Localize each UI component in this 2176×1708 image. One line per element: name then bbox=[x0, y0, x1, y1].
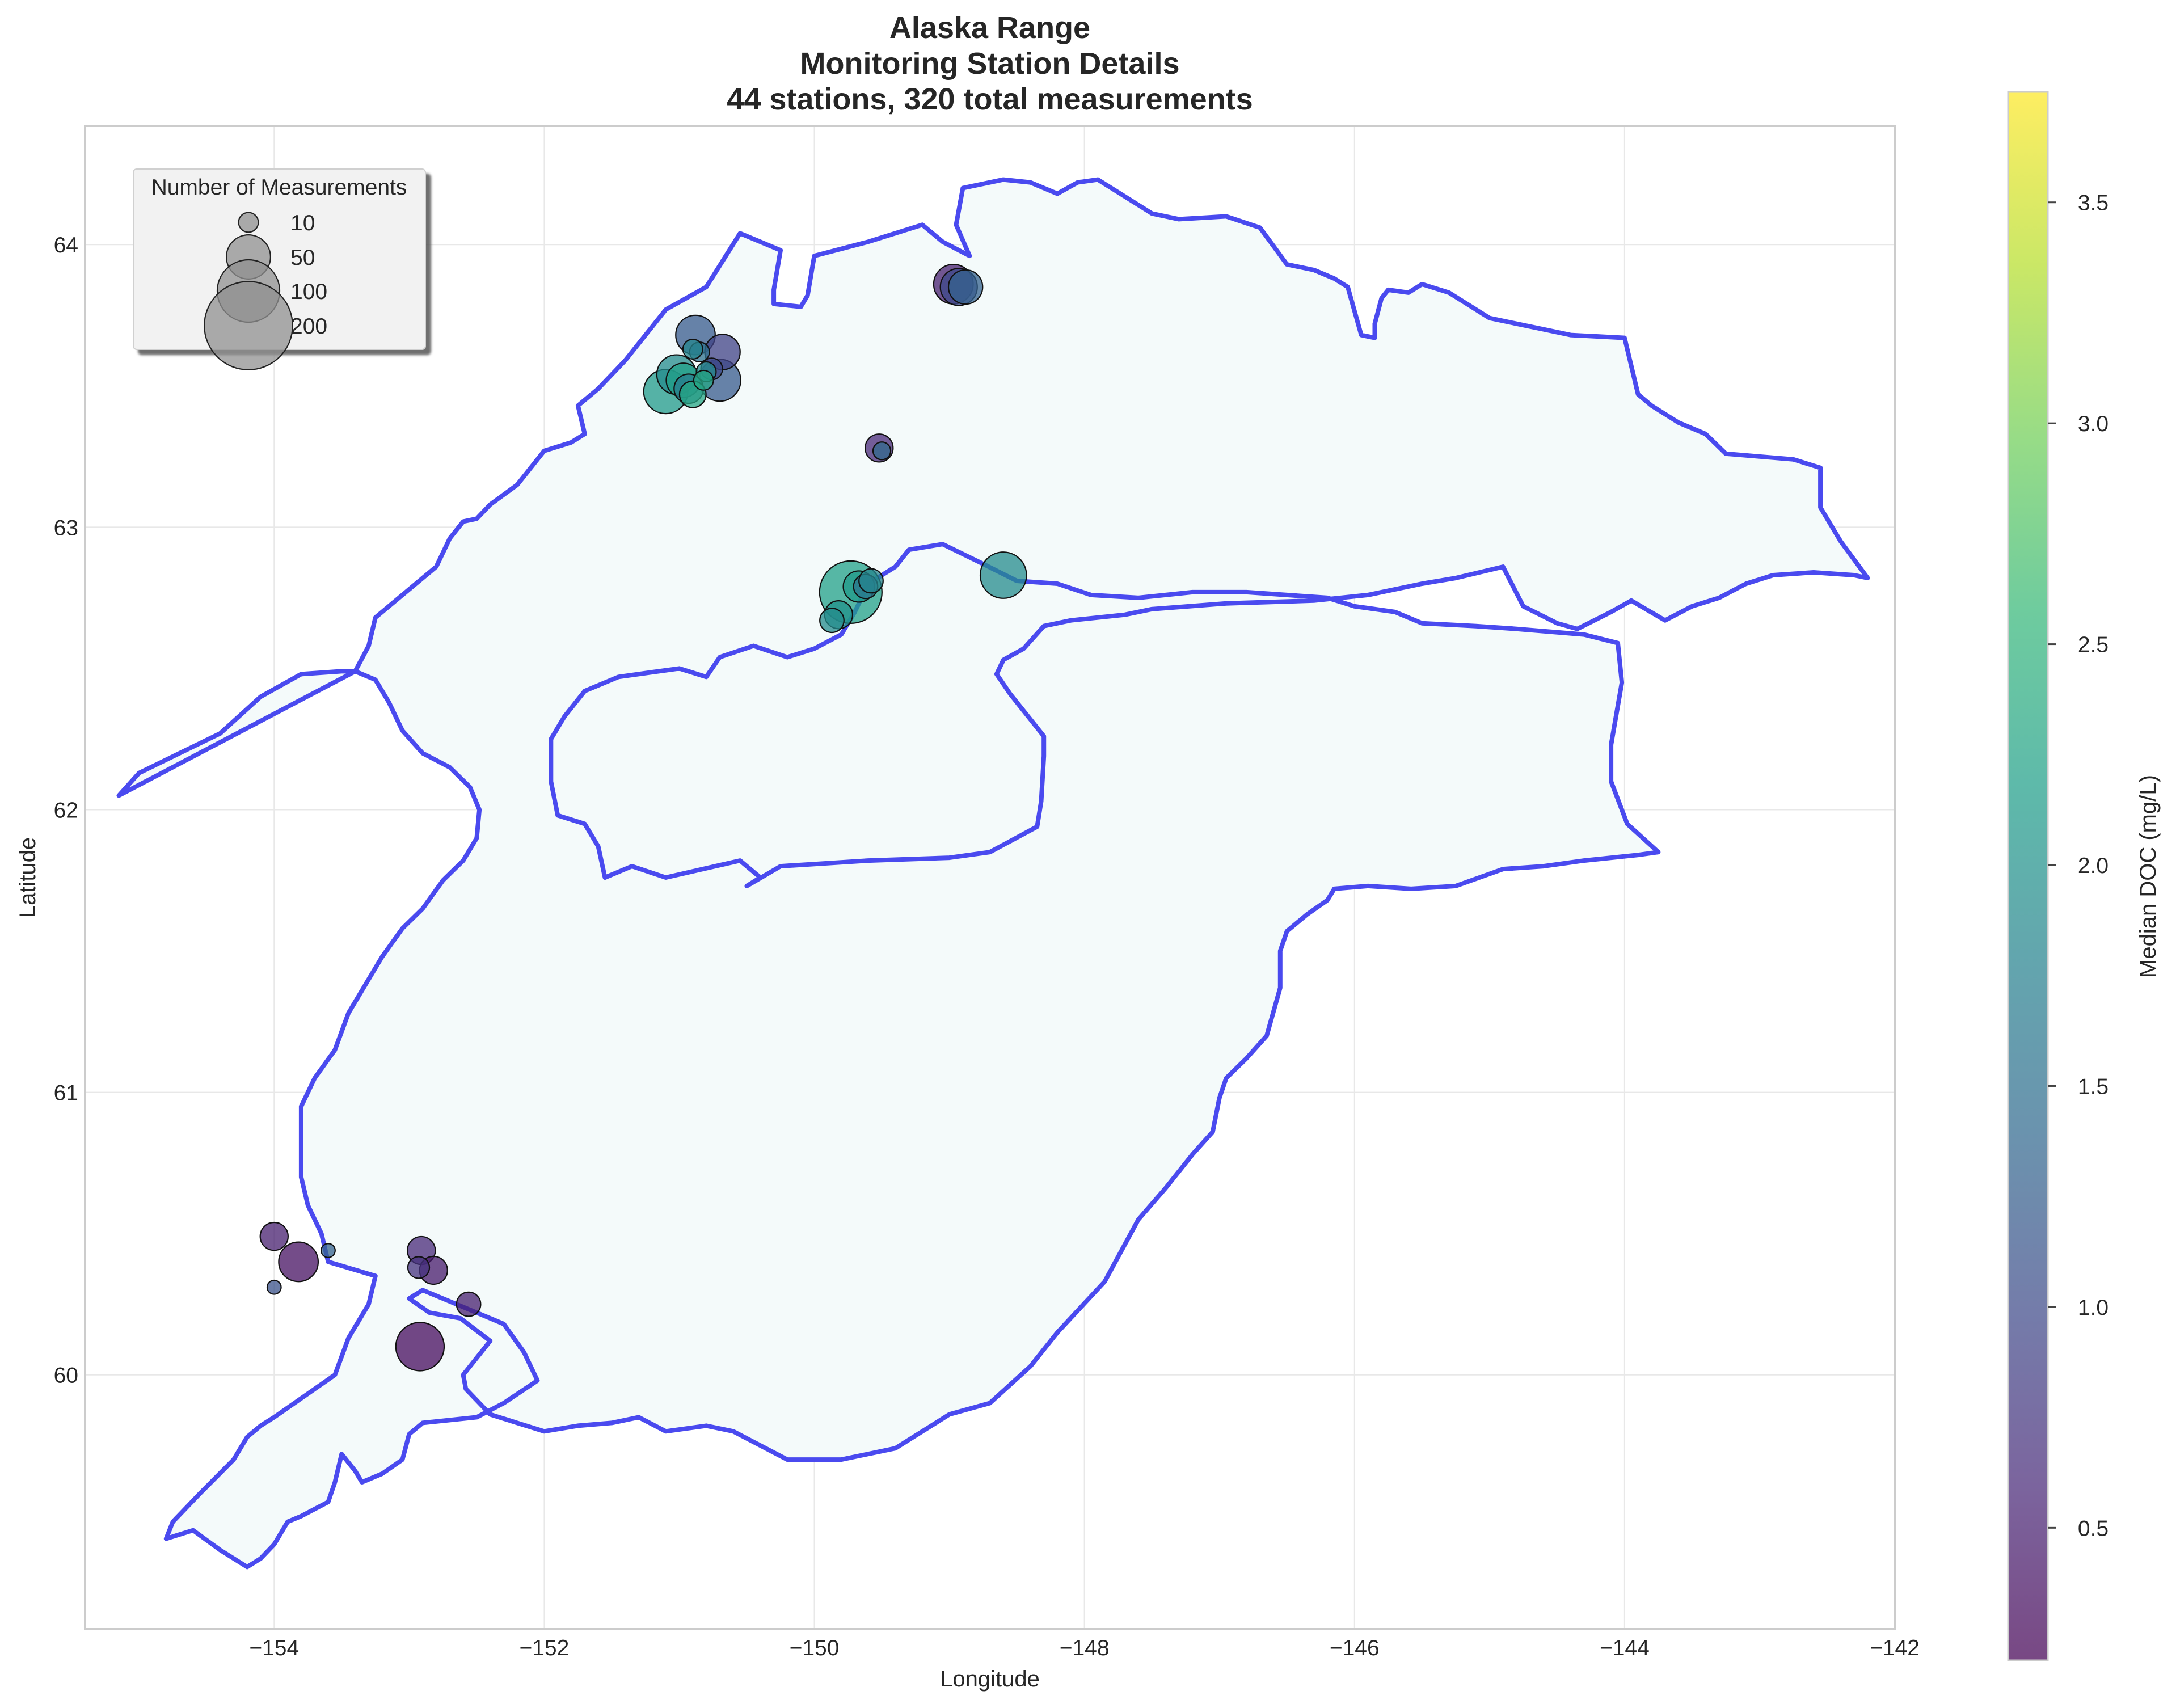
title-line-3: 44 stations, 320 total measurements bbox=[727, 82, 1253, 116]
colorbar: 0.5 1.0 1.5 2.0 2.5 3.0 3.5 Median DOC (mg/L) bbox=[2007, 91, 2161, 1661]
station-marker[interactable] bbox=[407, 1256, 431, 1279]
colorbar-scale bbox=[2007, 91, 2049, 1661]
y-tick-label: 63 bbox=[54, 516, 78, 540]
x-tick-label: −150 bbox=[790, 1636, 840, 1660]
legend-title: Number of Measurements bbox=[151, 175, 407, 200]
size-legend[interactable]: Number of Measurements 10 50 100 200 bbox=[133, 168, 426, 370]
colorbar-tick-label: 2.0 bbox=[2078, 854, 2108, 878]
x-tick-label: −146 bbox=[1330, 1636, 1380, 1660]
colorbar-tick-label: 1.0 bbox=[2078, 1296, 2108, 1320]
x-tick-label: −154 bbox=[249, 1636, 299, 1660]
legend-label: 50 bbox=[290, 246, 315, 270]
x-axis-label: Longitude bbox=[940, 1667, 1040, 1692]
station-marker[interactable] bbox=[858, 568, 884, 594]
station-marker[interactable] bbox=[395, 1322, 445, 1372]
y-axis-label: Latitude bbox=[15, 837, 40, 918]
colorbar-tick-label: 3.5 bbox=[2078, 191, 2108, 216]
x-tick-label: −144 bbox=[1600, 1636, 1650, 1660]
axes-frame bbox=[84, 125, 1896, 1630]
x-tick-label: −142 bbox=[1870, 1636, 1920, 1660]
legend-label: 200 bbox=[290, 314, 327, 339]
legend-marker bbox=[204, 281, 293, 370]
legend-marker bbox=[238, 212, 259, 233]
station-marker[interactable] bbox=[819, 608, 845, 634]
station-marker[interactable] bbox=[278, 1241, 319, 1283]
title-line-2: Monitoring Station Details bbox=[800, 47, 1180, 81]
y-tick-label: 61 bbox=[54, 1081, 78, 1106]
colorbar-tick-label: 3.0 bbox=[2078, 412, 2108, 436]
x-tick-label: −152 bbox=[519, 1636, 569, 1660]
colorbar-ticks: 0.5 1.0 1.5 2.0 2.5 3.0 3.5 bbox=[2048, 191, 2108, 1541]
colorbar-label: Median DOC (mg/L) bbox=[2136, 775, 2161, 978]
legend-label: 100 bbox=[290, 280, 327, 304]
colorbar-tick-label: 0.5 bbox=[2078, 1516, 2108, 1541]
station-marker[interactable] bbox=[947, 269, 984, 305]
station-marker[interactable] bbox=[266, 1279, 282, 1295]
legend-entries: 10 50 100 200 bbox=[204, 211, 327, 370]
station-marker[interactable] bbox=[872, 441, 892, 461]
x-tick-label: −148 bbox=[1060, 1636, 1110, 1660]
station-markers bbox=[259, 264, 1027, 1372]
title-line-1: Alaska Range bbox=[889, 11, 1091, 45]
station-marker[interactable] bbox=[682, 339, 703, 360]
y-axis-ticks: 60 61 62 63 64 bbox=[54, 233, 78, 1388]
colorbar-tick-label: 1.5 bbox=[2078, 1074, 2108, 1099]
y-tick-label: 60 bbox=[54, 1364, 78, 1388]
station-marker[interactable] bbox=[259, 1221, 289, 1251]
y-tick-label: 64 bbox=[54, 233, 78, 258]
station-marker[interactable] bbox=[979, 551, 1027, 599]
chart-title: Alaska Range Monitoring Station Details … bbox=[85, 10, 1895, 117]
x-axis-ticks: −154 −152 −150 −148 −146 −144 −142 bbox=[249, 1636, 1920, 1660]
station-marker[interactable] bbox=[456, 1291, 482, 1317]
colorbar-tick-label: 2.5 bbox=[2078, 633, 2108, 657]
station-marker[interactable] bbox=[693, 369, 714, 391]
legend-label: 10 bbox=[290, 211, 315, 235]
station-marker[interactable] bbox=[321, 1243, 336, 1258]
y-tick-label: 62 bbox=[54, 798, 78, 823]
